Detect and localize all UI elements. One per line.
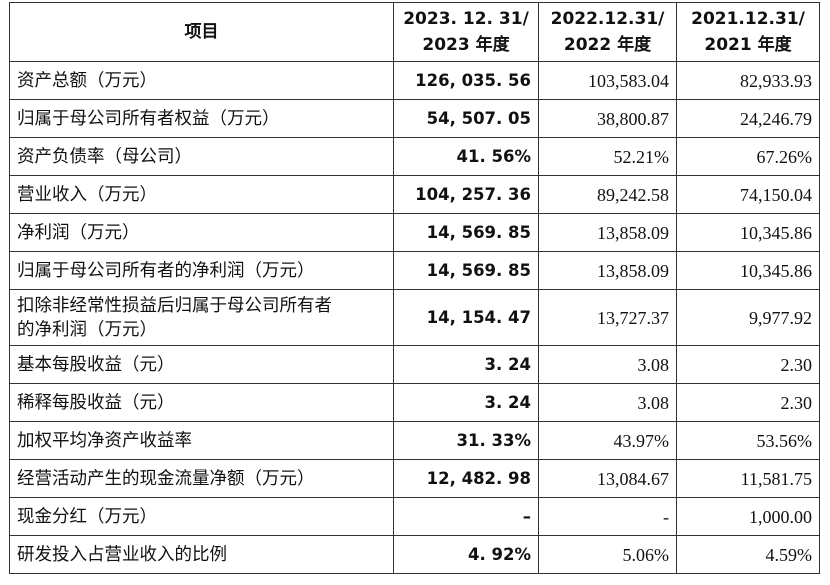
cell-value: 2.30	[676, 383, 820, 422]
cell-value: 1,000.00	[676, 497, 820, 536]
cell-value: 31. 33%	[393, 421, 539, 460]
cell-value: 67.26%	[676, 137, 820, 176]
cell-line: 项目	[184, 22, 219, 42]
cell-value: 14, 154. 47	[393, 289, 539, 346]
cell-value: 13,858.09	[538, 213, 677, 252]
row-label: 扣除非经常性损益后归属于母公司所有者 的净利润（万元）	[9, 289, 394, 346]
header-cell: 2023. 12. 31/2023 年度	[393, 2, 539, 62]
cell-value: 54, 507. 05	[393, 99, 539, 138]
row-label: 营业收入（万元）	[9, 175, 394, 214]
cell-value: 10,345.86	[676, 251, 820, 290]
cell-line: 2022 年度	[563, 35, 652, 55]
cell-line: 2021.12.31/	[691, 9, 805, 29]
header-cell: 2021.12.31/2021 年度	[676, 2, 820, 62]
cell-line: 2022.12.31/	[550, 9, 665, 29]
row-label: 加权平均净资产收益率	[9, 421, 394, 460]
row-label: 现金分红（万元）	[9, 497, 394, 536]
cell-value: 3.08	[538, 383, 677, 422]
cell-value: 9,977.92	[676, 289, 820, 346]
table-row: 经营活动产生的现金流量净额（万元） 12, 482. 98 13,084.67 11,…	[9, 459, 820, 498]
cell-value: 41. 56%	[393, 137, 539, 176]
financial-table: 项目 2023. 12. 31/2023 年度 2022.12.31/2022 年度…	[9, 2, 820, 574]
cell-value: 13,858.09	[538, 251, 677, 290]
table-row: 资产总额（万元） 126, 035. 56 103,583.04 82,933.93	[9, 61, 820, 100]
table-row: 归属于母公司所有者权益（万元） 54, 507. 05 38,800.87 24,24…	[9, 99, 820, 138]
cell-value: 82,933.93	[676, 61, 820, 100]
header-cell: 2022.12.31/2022 年度	[538, 2, 677, 62]
table-row: 归属于母公司所有者的净利润（万元） 14, 569. 85 13,858.09 10,…	[9, 251, 820, 290]
table-row: 加权平均净资产收益率 31. 33% 43.97% 53.56%	[9, 421, 820, 460]
row-label: 净利润（万元）	[9, 213, 394, 252]
cell-value: 14, 569. 85	[393, 251, 539, 290]
cell-value: 89,242.58	[538, 175, 677, 214]
cell-value: 13,727.37	[538, 289, 677, 346]
table-row: 稀释每股收益（元） 3. 24 3.08 2.30	[9, 383, 820, 422]
cell-value: -	[538, 497, 677, 536]
row-label: 归属于母公司所有者的净利润（万元）	[9, 251, 394, 290]
cell-value: 74,150.04	[676, 175, 820, 214]
table-row: 现金分红（万元） – -1,000.00	[9, 497, 820, 536]
cell-value: 13,084.67	[538, 459, 677, 498]
cell-value: 104, 257. 36	[393, 175, 539, 214]
header-row: 项目 2023. 12. 31/2023 年度 2022.12.31/2022 年度…	[9, 2, 820, 62]
cell-value: 10,345.86	[676, 213, 820, 252]
row-label: 资产总额（万元）	[9, 61, 394, 100]
cell-value: 3.08	[538, 345, 677, 384]
cell-line: 2021 年度	[704, 35, 792, 55]
row-label: 稀释每股收益（元）	[9, 383, 394, 422]
cell-value: 4. 92%	[393, 535, 539, 574]
table-row: 研发投入占营业收入的比例 4. 92% 5.06% 4.59%	[9, 535, 820, 574]
row-label: 基本每股收益（元）	[9, 345, 394, 384]
table-row: 营业收入（万元） 104, 257. 36 89,242.58 74,150.04	[9, 175, 820, 214]
cell-line: 的净利润（万元）	[17, 319, 157, 340]
cell-value: –	[393, 497, 539, 536]
cell-line: 2023. 12. 31/	[403, 9, 529, 29]
cell-value: 53.56%	[676, 421, 820, 460]
table-row: 基本每股收益（元） 3. 24 3.08 2.30	[9, 345, 820, 384]
cell-value: 11,581.75	[676, 459, 820, 498]
cell-value: 5.06%	[538, 535, 677, 574]
cell-value: 24,246.79	[676, 99, 820, 138]
cell-value: 103,583.04	[538, 61, 677, 100]
row-label: 经营活动产生的现金流量净额（万元）	[9, 459, 394, 498]
row-label: 归属于母公司所有者权益（万元）	[9, 99, 394, 138]
cell-line: 扣除非经常性损益后归属于母公司所有者	[17, 295, 332, 316]
cell-value: 12, 482. 98	[393, 459, 539, 498]
cell-value: 38,800.87	[538, 99, 677, 138]
cell-value: 52.21%	[538, 137, 677, 176]
table-row: 资产负债率（母公司） 41. 56% 52.21% 67.26%	[9, 137, 820, 176]
header-cell: 项目	[9, 2, 394, 62]
cell-value: 3. 24	[393, 345, 539, 384]
cell-value: 3. 24	[393, 383, 539, 422]
cell-value: 4.59%	[676, 535, 820, 574]
cell-value: 2.30	[676, 345, 820, 384]
row-label: 研发投入占营业收入的比例	[9, 535, 394, 574]
cell-value: 43.97%	[538, 421, 677, 460]
table-row: 净利润（万元） 14, 569. 85 13,858.09 10,345.86	[9, 213, 820, 252]
row-label: 资产负债率（母公司）	[9, 137, 394, 176]
cell-value: 126, 035. 56	[393, 61, 539, 100]
table-row: 扣除非经常性损益后归属于母公司所有者 的净利润（万元） 14, 154. 47 13,…	[9, 289, 820, 346]
cell-value: 14, 569. 85	[393, 213, 539, 252]
cell-line: 2023 年度	[422, 35, 510, 55]
